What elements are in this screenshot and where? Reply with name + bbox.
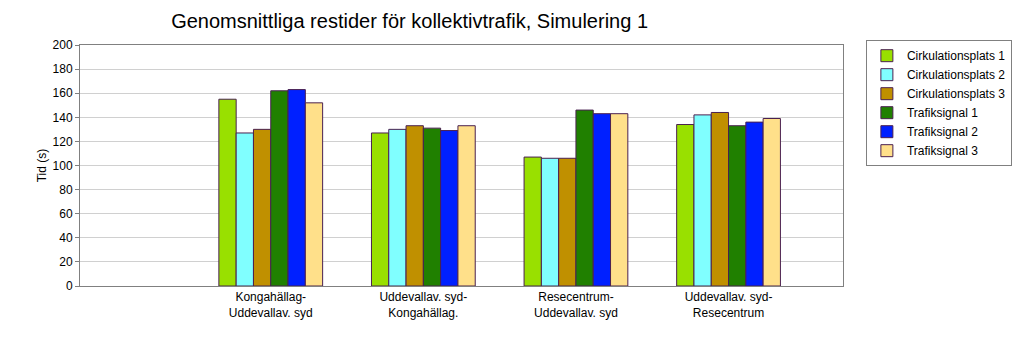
svg-text:0: 0	[66, 279, 73, 293]
svg-text:120: 120	[53, 135, 73, 149]
svg-text:100: 100	[53, 159, 73, 173]
svg-text:Genomsnittliga restider för ko: Genomsnittliga restider för kollektivtra…	[171, 10, 648, 32]
svg-text:Trafiksignal 1: Trafiksignal 1	[907, 106, 978, 120]
svg-text:200: 200	[53, 38, 73, 52]
svg-text:60: 60	[59, 207, 73, 221]
svg-text:Cirkulationsplats 2: Cirkulationsplats 2	[907, 68, 1005, 82]
svg-text:Uddevallav. syd-Kongahällag.: Uddevallav. syd-Kongahällag.	[379, 290, 467, 320]
svg-text:Tid (s): Tid (s)	[35, 149, 49, 183]
svg-text:160: 160	[53, 86, 73, 100]
svg-text:Trafiksignal 2: Trafiksignal 2	[907, 125, 978, 139]
svg-text:Cirkulationsplats 3: Cirkulationsplats 3	[907, 87, 1005, 101]
svg-text:Uddevallav. syd-Resecentrum: Uddevallav. syd-Resecentrum	[685, 290, 773, 320]
svg-text:Cirkulationsplats 1: Cirkulationsplats 1	[907, 49, 1005, 63]
svg-text:40: 40	[59, 231, 73, 245]
svg-text:Trafiksignal 3: Trafiksignal 3	[907, 144, 978, 158]
svg-text:140: 140	[53, 111, 73, 125]
svg-text:Kongahällag-Uddevallav. syd: Kongahällag-Uddevallav. syd	[229, 290, 313, 320]
svg-text:80: 80	[59, 183, 73, 197]
svg-text:Resecentrum-Uddevallav. syd: Resecentrum-Uddevallav. syd	[534, 290, 618, 320]
svg-text:20: 20	[59, 255, 73, 269]
svg-text:180: 180	[53, 62, 73, 76]
